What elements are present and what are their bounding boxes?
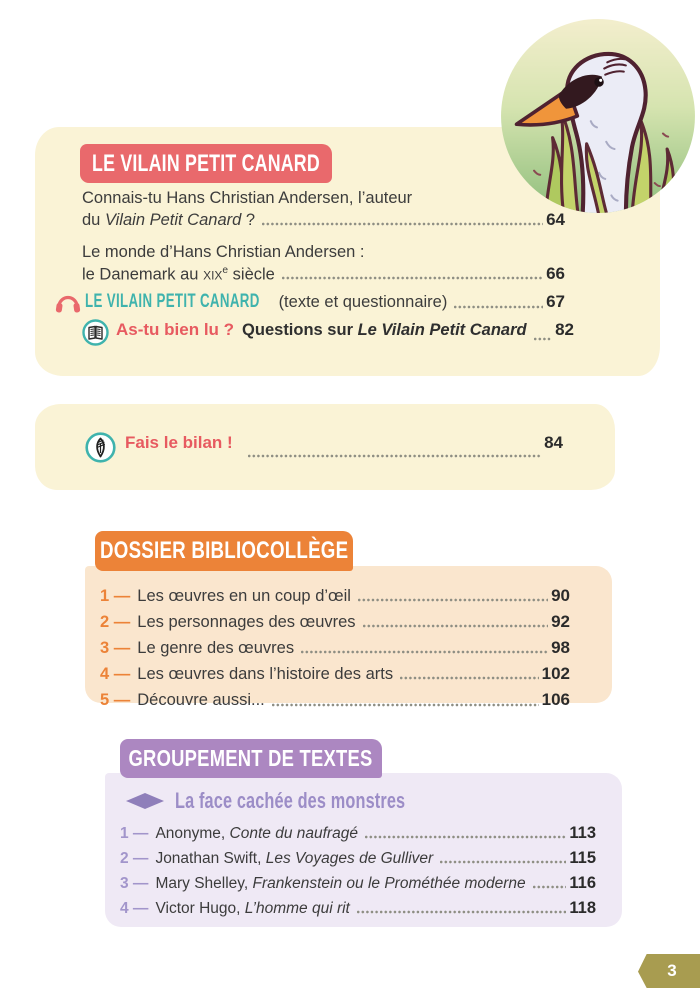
section-panel-bilan: Fais le bilan ! 84: [35, 404, 615, 490]
page-number: 82: [555, 320, 574, 339]
dotted-leader: [440, 860, 567, 865]
toc-entry: 4 — Victor Hugo, L’homme qui rit 118: [120, 898, 596, 919]
page-number: 84: [544, 432, 563, 452]
toc-entry-danemark: Le monde d’Hans Christian Andersen : le …: [82, 241, 565, 285]
section-panel-groupement: La face cachée des monstres 1 — Anonyme,…: [105, 773, 622, 927]
audio-entry-title: LE VILAIN PETIT CANARD: [85, 291, 260, 312]
page-number: 113: [569, 824, 596, 842]
dotted-leader: [247, 453, 542, 458]
toc-entry-line1: Le monde d’Hans Christian Andersen :: [82, 243, 365, 261]
entry-number: 5 —: [100, 691, 131, 710]
entry-label: Anonyme, Conte du naufragé: [155, 825, 358, 842]
quiz-lead-label: As-tu bien lu ?: [116, 320, 235, 339]
page-number: 67: [546, 292, 565, 311]
dotted-leader: [262, 222, 544, 227]
diamond-bullet-icon: [126, 793, 164, 809]
dotted-leader: [400, 676, 539, 681]
groupement-subtitle-row: La face cachée des monstres: [125, 788, 596, 814]
groupement-subtitle: La face cachée des monstres: [175, 788, 406, 813]
toc-entry: 3 — Mary Shelley, Frankenstein ou le Pro…: [120, 873, 596, 894]
page-number-tab: 3: [638, 954, 700, 988]
entry-label: Mary Shelley, Frankenstein ou le Prométh…: [155, 875, 526, 893]
dotted-leader: [357, 598, 549, 603]
current-page-number: 3: [667, 961, 677, 980]
toc-entry: 3 — Le genre des œuvres 98: [100, 637, 570, 659]
section-panel-dossier: 1 — Les œuvres en un coup d’œil 90 2 — L…: [85, 566, 612, 709]
toc-entry-bilan: Fais le bilan ! 84: [85, 431, 563, 463]
dotted-leader: [271, 702, 539, 707]
audio-entry-note: (texte et questionnaire): [278, 293, 448, 311]
groupement-title: GROUPEMENT DE TEXTES: [128, 745, 374, 771]
entry-number: 1 —: [120, 825, 149, 842]
dotted-leader: [533, 337, 553, 341]
groupement-title-box: GROUPEMENT DE TEXTES: [120, 739, 382, 778]
toc-entry: 1 — Les œuvres en un coup d’œil 90: [100, 585, 570, 607]
toc-entry: 1 — Anonyme, Conte du naufragé 113: [120, 823, 596, 844]
dotted-leader: [301, 650, 549, 655]
toc-entry-line1: Connais-tu Hans Christian Andersen, l’au…: [82, 189, 413, 207]
page-number: 115: [569, 849, 596, 868]
entry-label: Victor Hugo, L’homme qui rit: [155, 900, 350, 918]
entry-number: 2 —: [120, 850, 149, 868]
toc-entry: 5 — Découvre aussi... 106: [100, 689, 570, 711]
toc-entry-audio-text: LE VILAIN PETIT CANARD (texte et questio…: [55, 290, 565, 314]
section-title: LE VILAIN PETIT CANARD: [92, 149, 320, 177]
quiz-entry-text: Questions sur Le Vilain Petit Canard: [242, 321, 527, 339]
entry-number: 1 —: [100, 587, 131, 605]
toc-entry-line2: du Vilain Petit Canard ?: [82, 211, 256, 229]
toc-entry: 4 — Les œuvres dans l’histoire des arts …: [100, 663, 570, 685]
dotted-leader: [356, 910, 567, 915]
section-title-box: LE VILAIN PETIT CANARD: [80, 144, 332, 183]
entry-number: 2 —: [100, 613, 131, 632]
toc-entry-line2: le Danemark au xixe siècle: [82, 264, 275, 284]
entry-number: 4 —: [100, 665, 131, 684]
dossier-title-box: DOSSIER BIBLIOCOLLÈGE: [95, 531, 353, 571]
entry-number: 3 —: [100, 639, 131, 658]
entry-label: Jonathan Swift, Les Voyages de Gulliver: [155, 850, 434, 868]
entry-number: 4 —: [120, 900, 149, 918]
page-number: 106: [541, 690, 570, 710]
bilan-label: Fais le bilan !: [125, 432, 233, 452]
toc-entry-andersen: Connais-tu Hans Christian Andersen, l’au…: [82, 187, 565, 231]
dossier-list: 1 — Les œuvres en un coup d’œil 90 2 — L…: [100, 585, 570, 712]
page-number: 66: [546, 264, 565, 283]
quill-pen-icon: [85, 431, 116, 463]
open-book-icon: [82, 319, 109, 346]
entry-number: 3 —: [120, 875, 149, 893]
page-number: 102: [541, 664, 570, 684]
dotted-leader: [364, 835, 567, 840]
toc-entry: 2 — Les personnages des œuvres 92: [100, 611, 570, 633]
entry-label: Découvre aussi...: [137, 691, 265, 710]
page-number: 92: [551, 612, 570, 632]
toc-entry-quiz: As-tu bien lu ? Questions sur Le Vilain …: [82, 319, 574, 346]
groupement-list: 1 — Anonyme, Conte du naufragé 113 2 — J…: [120, 823, 596, 919]
dotted-leader: [362, 624, 549, 629]
dotted-leader: [281, 276, 544, 281]
dossier-title: DOSSIER BIBLIOCOLLÈGE: [99, 537, 349, 564]
swan-illustration: [501, 19, 695, 213]
dotted-leader: [454, 305, 544, 310]
page-number: 116: [569, 874, 596, 893]
headphones-icon: [55, 296, 81, 313]
page-number: 98: [551, 638, 570, 658]
entry-label: Les œuvres en un coup d’œil: [137, 587, 351, 605]
entry-label: Les personnages des œuvres: [137, 613, 356, 632]
page-number: 64: [546, 210, 565, 229]
entry-label: Le genre des œuvres: [137, 639, 295, 658]
dotted-leader: [532, 885, 567, 890]
page-number: 90: [551, 586, 570, 605]
entry-label: Les œuvres dans l’histoire des arts: [137, 665, 394, 684]
toc-entry: 2 — Jonathan Swift, Les Voyages de Gulli…: [120, 848, 596, 869]
page-number: 118: [569, 899, 596, 918]
